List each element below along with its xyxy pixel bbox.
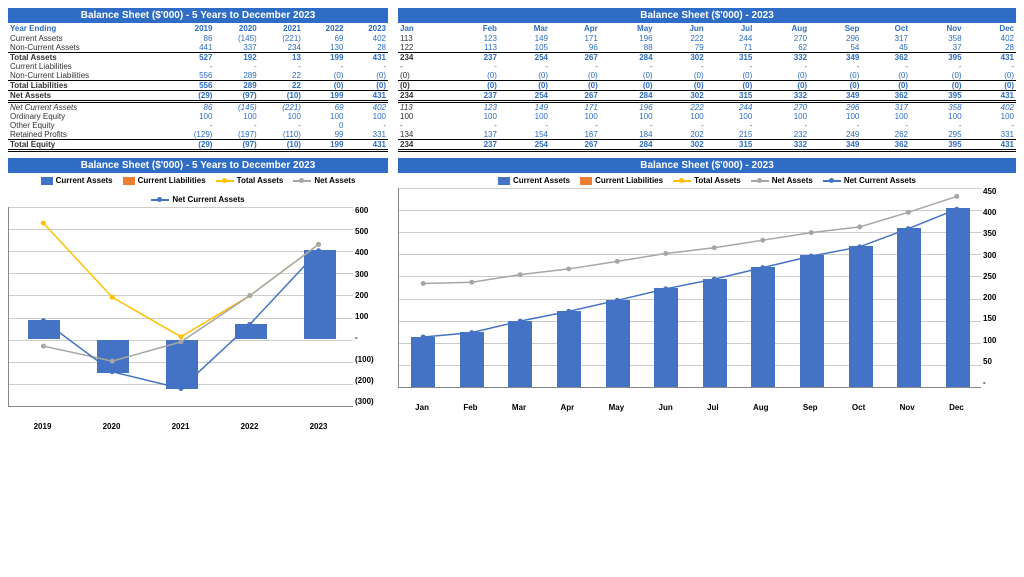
chart-5year-title: Balance Sheet ($'000) - 5 Years to Decem… — [8, 158, 388, 173]
tables-row: Balance Sheet ($'000) - 5 Years to Decem… — [8, 8, 1016, 152]
dashboard: Balance Sheet ($'000) - 5 Years to Decem… — [0, 0, 1024, 439]
chart-5year-xaxis: 20192020202120222023 — [8, 407, 388, 431]
legend-item: Current Assets — [498, 176, 570, 185]
chart-5year-legend: Current Assets Current Liabilities Total A… — [8, 173, 388, 207]
legend-item: Net Assets — [293, 176, 355, 185]
legend-item: Net Assets — [751, 176, 813, 185]
table-2023: Balance Sheet ($'000) - 2023 JanFebMarAp… — [398, 8, 1016, 152]
table-5year-grid: Year Ending20192020202120222023Current A… — [8, 23, 388, 152]
table-5year: Balance Sheet ($'000) - 5 Years to Decem… — [8, 8, 388, 152]
legend-item: Net Current Assets — [823, 176, 916, 185]
legend-item: Total Assets — [216, 176, 284, 185]
chart-2023-plot: 45040035030025020015010050- — [398, 188, 981, 388]
chart-2023-title: Balance Sheet ($'000) - 2023 — [398, 158, 1016, 173]
chart-5year-yaxis: 600500400300200100-(100)(200)(300) — [355, 207, 383, 406]
legend-item: Current Liabilities — [123, 176, 206, 185]
legend-item: Current Liabilities — [580, 176, 663, 185]
chart-5year-plot: 600500400300200100-(100)(200)(300) — [8, 207, 353, 407]
table-2023-grid: JanFebMarAprMayJunJulAugSepOctNovDec1131… — [398, 23, 1016, 152]
legend-item: Net Current Assets — [151, 195, 244, 204]
legend-item: Current Assets — [41, 176, 113, 185]
table-5year-title: Balance Sheet ($'000) - 5 Years to Decem… — [8, 8, 388, 23]
chart-2023-yaxis: 45040035030025020015010050- — [983, 188, 1011, 387]
charts-row: Balance Sheet ($'000) - 5 Years to Decem… — [8, 158, 1016, 431]
table-2023-title: Balance Sheet ($'000) - 2023 — [398, 8, 1016, 23]
chart-2023-xaxis: JanFebMarAprMayJunJulAugSepOctNovDec — [398, 388, 1016, 412]
legend-item: Total Assets — [673, 176, 741, 185]
chart-5year: Balance Sheet ($'000) - 5 Years to Decem… — [8, 158, 388, 431]
chart-2023-legend: Current Assets Current Liabilities Total A… — [398, 173, 1016, 188]
chart-2023: Balance Sheet ($'000) - 2023 Current Ass… — [398, 158, 1016, 431]
